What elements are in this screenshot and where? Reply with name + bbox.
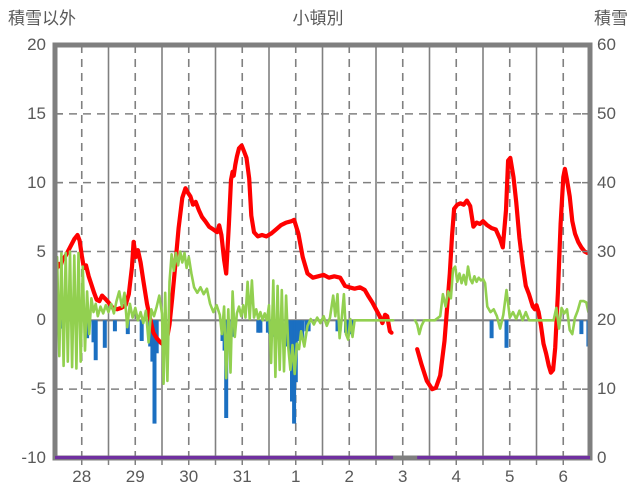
left-axis-tick-label: 0 bbox=[36, 310, 46, 330]
right-axis-tick-label: 20 bbox=[597, 310, 616, 330]
left-axis-tick-label: 10 bbox=[27, 172, 46, 192]
right-axis-tick-label: 60 bbox=[597, 35, 616, 54]
left-axis-tick-label: -10 bbox=[21, 448, 46, 467]
left-axis-title: 積雪以外 bbox=[8, 9, 76, 28]
red-line bbox=[415, 155, 593, 392]
x-axis-tick-label: 6 bbox=[558, 467, 568, 486]
x-axis-tick-label: 29 bbox=[125, 467, 145, 486]
right-axis-tick-label: 50 bbox=[597, 103, 616, 123]
x-axis-tick-label: 2 bbox=[344, 467, 354, 486]
right-axis-tick-label: 10 bbox=[597, 379, 616, 399]
x-axis-tick-label: 4 bbox=[451, 467, 461, 486]
chart-title: 小頓別 bbox=[292, 9, 344, 28]
left-axis-tick-label: -5 bbox=[30, 379, 46, 399]
x-axis-tick-label: 31 bbox=[232, 467, 252, 486]
x-axis-tick-label: 3 bbox=[398, 467, 408, 486]
right-axis-title: 積雪 bbox=[594, 9, 628, 28]
green-line bbox=[53, 250, 395, 385]
x-axis-tick-label: 28 bbox=[72, 467, 92, 486]
right-axis-tick-label: 40 bbox=[597, 172, 616, 192]
right-axis-tick-label: 0 bbox=[597, 448, 607, 467]
x-axis-tick-label: 5 bbox=[505, 467, 515, 486]
green-line bbox=[413, 265, 592, 336]
left-axis-tick-label: 15 bbox=[27, 103, 46, 123]
red-line bbox=[52, 143, 394, 348]
x-axis-tick-label: 1 bbox=[291, 467, 301, 486]
x-axis-tick-label: 30 bbox=[179, 467, 199, 486]
left-axis-tick-label: 20 bbox=[27, 35, 46, 54]
left-axis-tick-label: 5 bbox=[36, 241, 46, 261]
right-axis-tick-label: 30 bbox=[597, 241, 616, 261]
